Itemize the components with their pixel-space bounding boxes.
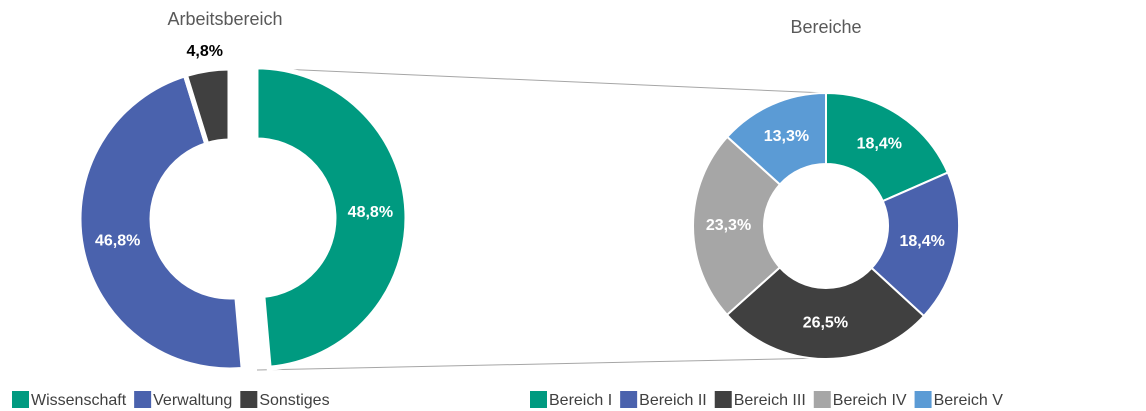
donut-slice — [76, 71, 246, 373]
legend-label: Sonstiges — [259, 392, 329, 409]
legend-swatch — [813, 391, 831, 408]
legend-swatch — [134, 391, 152, 408]
chart-title: Arbeitsbereich — [167, 9, 282, 29]
legend-swatch — [240, 391, 258, 408]
legend-label: Bereich II — [639, 392, 707, 409]
legend-label: Bereich III — [734, 392, 806, 409]
donut-slice — [725, 91, 827, 186]
data-label: 4,8% — [186, 43, 222, 60]
data-label: 26,5% — [803, 315, 848, 332]
legend-label: Bereich V — [934, 392, 1004, 409]
data-label: 23,3% — [706, 217, 751, 234]
legend-swatch — [620, 391, 638, 408]
legend-label: Verwaltung — [153, 392, 232, 409]
legend-swatch — [12, 391, 29, 408]
donut-slice — [253, 64, 410, 371]
data-label: 13,3% — [764, 128, 809, 145]
donut-slice — [692, 135, 782, 317]
data-label: 18,4% — [899, 233, 944, 250]
legend-swatch — [914, 391, 932, 408]
donut-slice — [825, 91, 950, 203]
data-label: 48,8% — [348, 204, 393, 221]
data-label: 46,8% — [95, 232, 140, 249]
legend-label: Bereich I — [549, 392, 612, 409]
legend-swatch — [714, 391, 732, 408]
legend-swatch — [530, 391, 547, 408]
connector-line — [256, 357, 827, 371]
connector-line — [256, 67, 827, 94]
legend-label: Wissenschaft — [31, 392, 127, 409]
donut-slice — [870, 171, 960, 318]
donut-slice — [182, 65, 233, 148]
data-label: 18,4% — [857, 136, 902, 153]
donut-slice — [725, 265, 926, 360]
chart-title: Bereiche — [790, 17, 861, 37]
legend-label: Bereich IV — [833, 392, 907, 409]
